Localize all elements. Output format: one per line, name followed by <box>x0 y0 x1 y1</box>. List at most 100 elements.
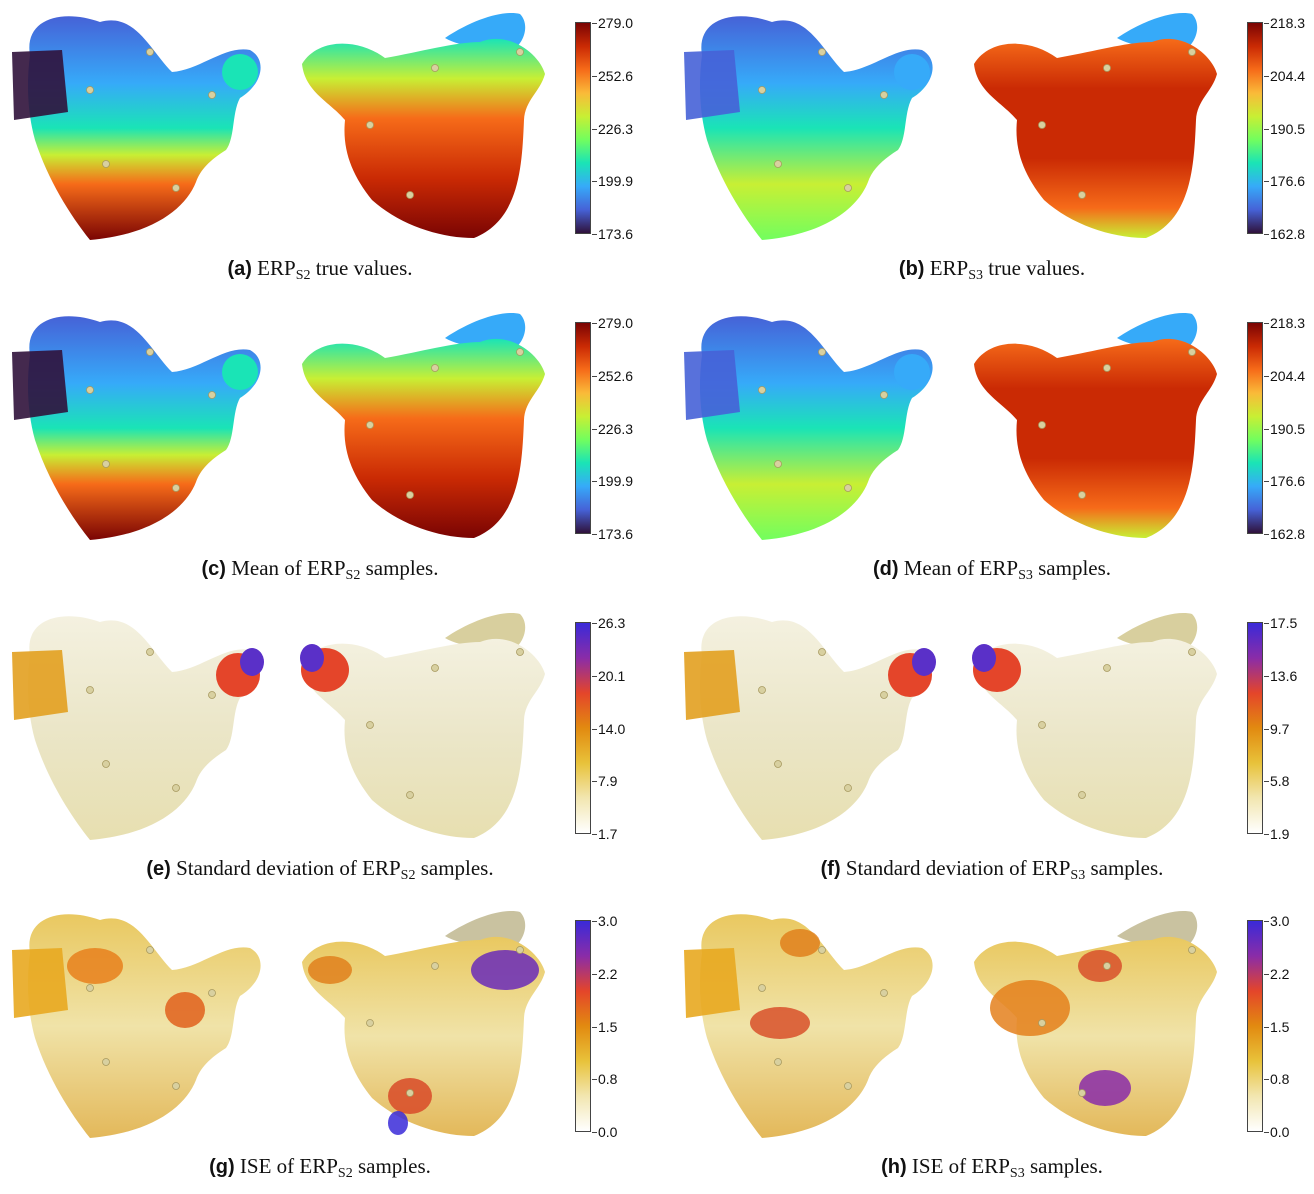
sample-point <box>208 989 216 997</box>
appendage-tip <box>222 354 258 390</box>
panel-g: 3.0 2.2 1.5 0.8 0.0 (g) ISE of ERPS2 samples. <box>0 898 640 1194</box>
atrium-view-right <box>302 13 545 239</box>
sample-point <box>758 686 766 694</box>
caption-letter: (e) <box>146 858 171 880</box>
colorbar-tick-label: 190.5 <box>1263 120 1306 137</box>
sample-point <box>774 160 782 168</box>
panel-e: 26.3 20.1 14.0 7.9 1.7 (e) Standard deviation… <box>0 600 640 896</box>
sample-point <box>1078 491 1086 499</box>
colorbar-tick-label: 204.4 <box>1263 367 1306 384</box>
error-hotspot <box>1078 950 1122 982</box>
pulmonary-vein <box>12 50 68 120</box>
sample-point <box>880 391 888 399</box>
sample-point <box>1078 1089 1086 1097</box>
caption-text: samples. <box>1085 856 1164 880</box>
sample-point <box>1188 648 1196 656</box>
pulmonary-vein <box>12 350 68 420</box>
colorbar-tick-label: 2.2 <box>591 965 618 982</box>
colorbar-tick-label: 226.3 <box>591 420 634 437</box>
atrium-view-right <box>300 613 545 838</box>
sample-point <box>774 460 782 468</box>
atrium-surface <box>27 914 261 1138</box>
atrium-view-left <box>684 616 936 840</box>
colorbar-tick-label: 218.3 <box>1263 315 1306 331</box>
colorbar-tick-label: 162.8 <box>1263 526 1306 542</box>
sample-point <box>1078 791 1086 799</box>
caption-subscript: S2 <box>400 868 416 883</box>
error-hotspot <box>471 950 539 990</box>
colorbar-tick-label: 252.6 <box>591 67 634 84</box>
appendage-tip <box>894 54 930 90</box>
colorbar <box>575 22 591 234</box>
colorbar-tick-label: 5.8 <box>1263 773 1290 790</box>
colorbar-tick-label: 173.6 <box>591 526 634 542</box>
atrium-surface <box>302 936 545 1136</box>
colorbar <box>575 920 591 1132</box>
sample-point <box>758 386 766 394</box>
sample-point <box>758 984 766 992</box>
panel-caption: (f) Standard deviation of ERPS3 samples. <box>672 856 1312 884</box>
sample-point <box>516 48 524 56</box>
colorbar <box>1247 322 1263 534</box>
caption-letter: (a) <box>227 258 252 280</box>
sample-point <box>431 364 439 372</box>
appendage-tip <box>894 354 930 390</box>
caption-subscript: S3 <box>1018 568 1033 583</box>
atrium-view-right <box>974 313 1217 538</box>
atrium-surface <box>699 316 933 540</box>
panel-c: 279.0 252.6 226.3 199.9 173.6 (c) Mean of ERP… <box>0 300 640 596</box>
sample-point <box>818 648 826 656</box>
panel-a: 279.0 252.6 226.3 199.9 173.6 (a) ERPS2 true … <box>0 0 640 296</box>
sample-point <box>818 48 826 56</box>
sample-point <box>774 1058 782 1066</box>
sample-point <box>1103 364 1111 372</box>
sample-point <box>172 484 180 492</box>
atrium-view-right <box>972 613 1217 838</box>
caption-letter: (d) <box>872 558 899 580</box>
sample-point <box>758 86 766 94</box>
sample-point <box>1038 721 1046 729</box>
atrium-view-left <box>12 616 264 840</box>
pulmonary-vein <box>12 948 68 1018</box>
caption-text: samples. <box>360 556 439 580</box>
sample-point <box>516 348 524 356</box>
colorbar-tick-label: 190.5 <box>1263 420 1306 437</box>
sample-point <box>431 664 439 672</box>
colorbar-tick-label: 3.0 <box>591 913 618 929</box>
sample-point <box>818 348 826 356</box>
colorbar-tick-label: 3.0 <box>1263 913 1290 929</box>
error-hotspot <box>780 929 820 957</box>
panel-caption: (h) ISE of ERPS3 samples. <box>672 1154 1312 1182</box>
pulmonary-vein <box>12 650 68 720</box>
caption-letter: (b) <box>898 258 925 280</box>
atrium-view-right <box>302 313 545 538</box>
sample-point <box>208 691 216 699</box>
caption-text: Standard deviation of ERP <box>170 856 401 880</box>
sample-point <box>1038 1019 1046 1027</box>
sample-point <box>146 48 154 56</box>
sample-point <box>146 348 154 356</box>
caption-text: ERP <box>924 256 969 280</box>
atrium-surface <box>302 38 545 239</box>
sample-point <box>1038 121 1046 129</box>
sample-point <box>172 1082 180 1090</box>
colorbar-tick-label: 1.7 <box>591 826 618 842</box>
sample-point <box>146 946 154 954</box>
caption-letter: (g) <box>209 1156 235 1178</box>
atrium-view-right <box>974 13 1217 239</box>
atrium-render <box>684 911 1217 1138</box>
caption-subscript: S3 <box>968 268 984 283</box>
pulmonary-vein <box>684 650 740 720</box>
colorbar-tick-label: 218.3 <box>1263 15 1306 31</box>
sample-point <box>86 86 94 94</box>
atrium-surface <box>974 338 1217 538</box>
sample-point <box>516 648 524 656</box>
colorbar <box>575 322 591 534</box>
atrium-surface <box>974 38 1217 239</box>
pulmonary-vein <box>684 948 740 1018</box>
caption-subscript: S3 <box>1009 1166 1025 1181</box>
sample-point <box>406 791 414 799</box>
panel-h: 3.0 2.2 1.5 0.8 0.0 (h) ISE of ERPS3 samples. <box>672 898 1312 1194</box>
sample-point <box>102 460 110 468</box>
caption-text: Standard deviation of ERP <box>840 856 1071 880</box>
